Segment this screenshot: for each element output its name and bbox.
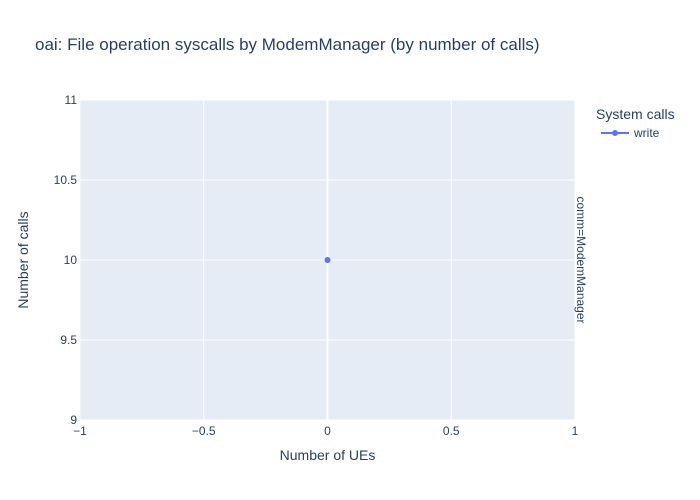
chart-title: oai: File operation syscalls by ModemMan… — [35, 35, 540, 54]
legend-label: write — [633, 126, 660, 140]
y-axis-ticks: 9 9.5 10 10.5 11 — [54, 93, 78, 427]
x-axis-title: Number of UEs — [280, 447, 376, 463]
x-tick-label: −0.5 — [192, 424, 216, 438]
x-axis-ticks: −1 −0.5 0 0.5 1 — [73, 424, 579, 438]
y-tick-label: 11 — [65, 93, 78, 107]
legend-items[interactable]: write — [601, 126, 660, 140]
legend-item[interactable]: write — [601, 126, 660, 140]
x-tick-label: 0.5 — [443, 424, 460, 438]
y-tick-label: 9 — [70, 413, 77, 427]
y-tick-label: 10.5 — [54, 173, 78, 187]
y-tick-label: 10 — [64, 253, 78, 267]
x-tick-label: 1 — [572, 424, 579, 438]
facet-label: comm=ModemManager — [574, 196, 588, 323]
data-point[interactable] — [324, 257, 331, 263]
data-marks — [324, 257, 331, 263]
x-tick-label: 0 — [324, 424, 331, 438]
x-tick-label: −1 — [73, 424, 87, 438]
legend-swatch-marker — [612, 130, 618, 136]
legend[interactable]: System calls write — [596, 106, 675, 140]
legend-title: System calls — [596, 106, 675, 122]
y-axis-title: Number of calls — [15, 211, 31, 308]
y-tick-label: 9.5 — [60, 333, 77, 347]
